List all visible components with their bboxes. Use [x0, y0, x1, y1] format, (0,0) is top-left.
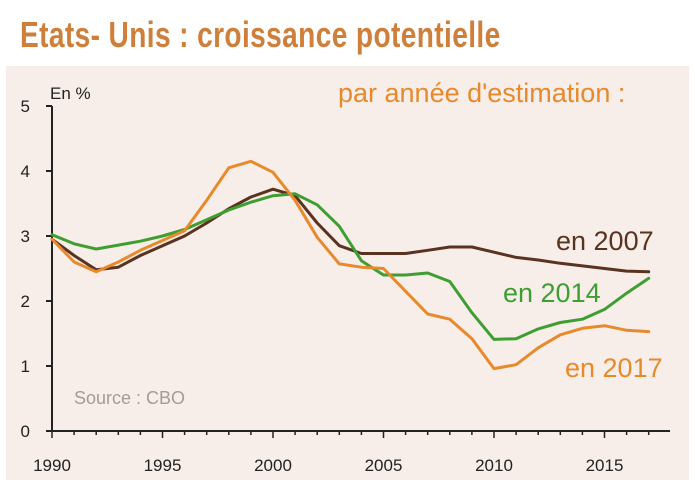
source-note: Source : CBO	[74, 388, 185, 408]
series-lines	[50, 159, 651, 371]
series-label-2014: en 2014	[503, 278, 601, 308]
series-label-2007: en 2007	[556, 226, 654, 256]
series-label-2017: en 2017	[565, 353, 663, 383]
y-tick-label: 4	[21, 162, 30, 181]
series-line-en-2007	[50, 187, 651, 274]
y-tick-label: 1	[21, 357, 30, 376]
y-tick-label: 3	[21, 227, 30, 246]
chart-panel	[6, 66, 689, 480]
y-tick-label: 0	[21, 422, 30, 441]
series-line-en-2014	[50, 192, 651, 341]
y-tick-label: 2	[21, 292, 30, 311]
x-tick-label: 2010	[475, 456, 513, 475]
chart-subtitle: par année d'estimation :	[338, 78, 625, 108]
x-tick-label: 2005	[365, 456, 403, 475]
series-line-en-2017	[50, 159, 651, 371]
x-tick-label: 2015	[586, 456, 624, 475]
x-ticks: 1990 1995 2000 2005 2010 2015	[33, 431, 650, 475]
page-title: Etats- Unis : croissance potentielle	[20, 14, 501, 55]
y-tick-label: 5	[21, 97, 30, 116]
x-tick-label: 1990	[33, 456, 71, 475]
x-tick-label: 2000	[254, 456, 292, 475]
y-axis-unit: En %	[50, 84, 91, 103]
y-ticks: 0 1 2 3 4 5	[21, 97, 52, 441]
x-tick-label: 1995	[144, 456, 182, 475]
